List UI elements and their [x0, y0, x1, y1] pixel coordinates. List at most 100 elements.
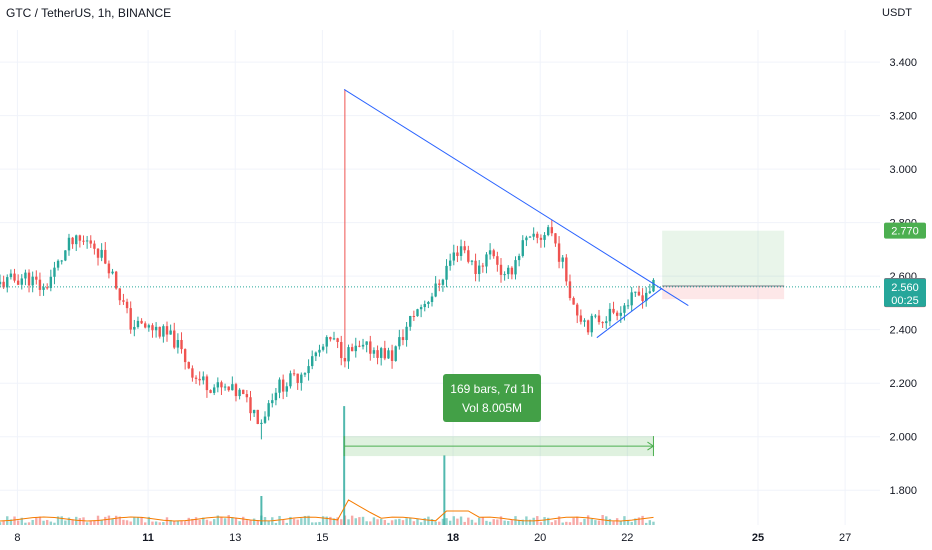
- candle-body: [140, 320, 143, 324]
- candle-body: [45, 287, 49, 289]
- candle-body: [220, 382, 223, 388]
- volume-bar: [205, 519, 209, 525]
- candle-body: [376, 350, 379, 358]
- candle-body: [133, 326, 136, 330]
- candle-body: [645, 292, 648, 302]
- candle-body: [303, 373, 307, 375]
- volume-bar: [576, 516, 579, 525]
- candle-body: [118, 288, 122, 301]
- candle-body: [517, 255, 521, 261]
- volume-bar: [554, 520, 557, 525]
- candle-body: [503, 274, 506, 276]
- candle-body: [187, 362, 190, 369]
- volume-bar: [496, 519, 499, 525]
- volume-bar: [75, 516, 78, 525]
- candle-body: [249, 397, 252, 414]
- long-position-loss-zone[interactable]: [662, 286, 785, 300]
- volume-bar: [492, 519, 495, 525]
- volume-bar: [379, 518, 383, 525]
- trendline-layer[interactable]: [0, 88, 880, 339]
- volume-bar: [409, 517, 412, 525]
- candle-body: [162, 326, 165, 337]
- price-axis[interactable]: 3.4003.2003.0002.8002.6002.4002.2002.000…: [889, 57, 917, 497]
- candle-body: [485, 254, 488, 267]
- candle-body: [173, 330, 176, 348]
- volume-bar: [100, 520, 103, 525]
- candle-body: [56, 260, 60, 268]
- drawing-tools[interactable]: 169 bars, 7d 1h Vol 8.005M: [343, 230, 785, 457]
- volume-spike-bar: [443, 455, 446, 525]
- volume-bar: [220, 516, 223, 525]
- volume-bar: [249, 520, 252, 525]
- volume-bar: [350, 515, 354, 525]
- candle-body: [296, 373, 299, 383]
- candle-body: [216, 382, 220, 388]
- volume-bar: [648, 520, 652, 525]
- candle-body: [536, 233, 539, 238]
- lower-trendline[interactable]: [596, 287, 663, 339]
- time-tick-label: 15: [316, 532, 328, 544]
- volume-bar: [615, 518, 619, 525]
- candle-body: [300, 374, 303, 383]
- price-tick-label: 2.200: [889, 378, 917, 390]
- candle-body: [387, 350, 390, 359]
- volume-bar: [572, 517, 575, 525]
- candle-body: [64, 250, 67, 261]
- volume-bar: [311, 522, 314, 525]
- upper-trendline[interactable]: [343, 88, 689, 307]
- price-tick-label: 2.400: [889, 325, 917, 337]
- time-axis[interactable]: 8 11 13 15 18 20 22 25 27: [14, 532, 851, 544]
- time-tick-label: 18: [447, 532, 459, 544]
- volume-bar: [597, 520, 601, 525]
- volume-bar: [332, 518, 336, 525]
- candle-body: [554, 233, 557, 244]
- volume-bar: [507, 521, 510, 525]
- volume-bar: [467, 517, 470, 525]
- candle-body: [67, 237, 71, 251]
- candle-body: [332, 338, 336, 340]
- long-position-profit-zone[interactable]: [662, 230, 785, 287]
- candle-body: [260, 422, 263, 424]
- candle-body: [78, 235, 82, 241]
- candle-body: [281, 379, 285, 392]
- volume-bar: [0, 522, 2, 525]
- volume-bar: [158, 522, 161, 525]
- candle-body: [114, 271, 118, 289]
- volume-bar: [612, 521, 615, 525]
- volume-bar: [401, 520, 405, 525]
- candle-body: [488, 250, 492, 255]
- volume-bar: [242, 516, 245, 525]
- volume-bar: [430, 519, 434, 525]
- candle-body: [89, 240, 92, 244]
- volume-bar: [234, 517, 238, 525]
- candle-body: [129, 308, 132, 330]
- candle-body: [561, 257, 564, 262]
- volume-bar: [27, 522, 31, 525]
- volume-bar: [165, 517, 169, 525]
- volume-bar: [557, 516, 561, 525]
- volume-bar: [136, 517, 140, 525]
- candle-body: [147, 325, 151, 328]
- candle-body: [285, 386, 288, 392]
- candle-body: [612, 308, 615, 313]
- candle-body: [194, 377, 198, 379]
- candle-body: [608, 308, 612, 322]
- volume-bar: [212, 519, 216, 525]
- volume-bar: [238, 521, 241, 525]
- volume-bar: [626, 520, 630, 525]
- volume-bar: [514, 516, 517, 525]
- volume-bar: [176, 520, 180, 525]
- candle-body: [212, 387, 216, 393]
- volume-bar: [35, 517, 38, 525]
- candle-body: [572, 298, 575, 305]
- candle-body: [583, 320, 586, 322]
- volume-bar: [405, 518, 408, 525]
- candle-body: [427, 302, 430, 305]
- arrow-right-icon: [647, 441, 655, 451]
- volume-bar: [71, 519, 74, 525]
- candle-body: [96, 248, 100, 258]
- candle-body: [496, 256, 499, 265]
- volume-bar: [336, 517, 339, 525]
